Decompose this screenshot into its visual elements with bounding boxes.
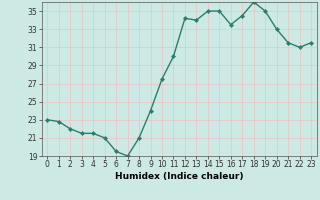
X-axis label: Humidex (Indice chaleur): Humidex (Indice chaleur) bbox=[115, 172, 244, 181]
